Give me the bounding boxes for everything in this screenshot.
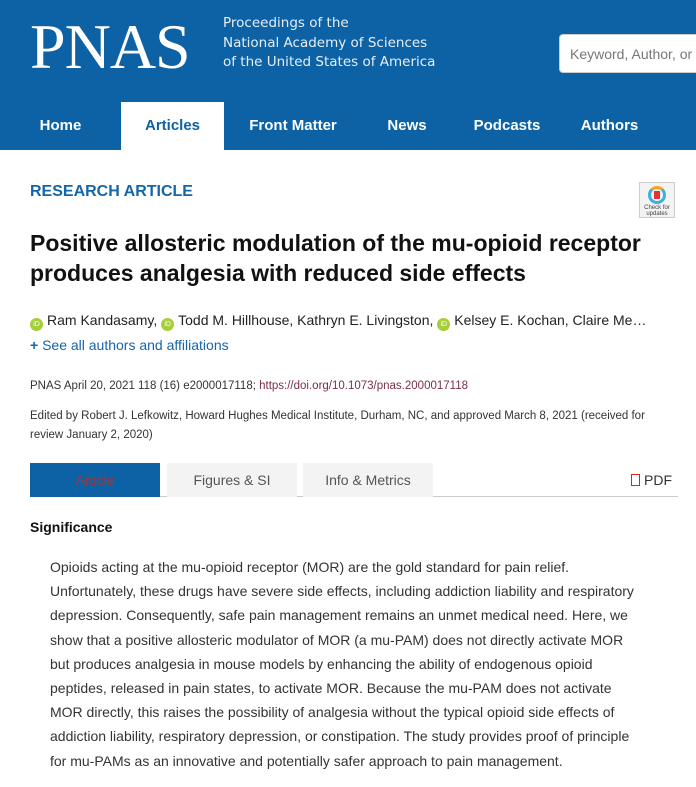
tagline-line: of the United States of America <box>223 54 436 70</box>
tagline-line: National Academy of Sciences <box>223 34 428 51</box>
significance-text: Opioids acting at the mu-opioid receptor… <box>50 555 680 773</box>
check-for-updates-badge[interactable]: Check for updates <box>639 182 675 218</box>
orcid-icon[interactable]: iD <box>161 318 175 331</box>
nav-news[interactable]: News <box>387 117 427 134</box>
text-line: but produces analgesia in mouse models b… <box>50 655 593 672</box>
text-line: addiction liability, respiratory depress… <box>50 728 630 745</box>
author[interactable]: Kelsey E. Kochan, Claire Me… <box>454 312 647 328</box>
crossmark-icon <box>648 186 666 204</box>
doi-link[interactable]: https://doi.org/10.1073/pnas.2000017118 <box>259 380 468 392</box>
search-input[interactable]: Keyword, Author, or DOI <box>559 34 696 73</box>
nav-authors[interactable]: Authors <box>580 117 639 134</box>
pdf-label: PDF <box>644 472 672 488</box>
text-line: Unfortunately, these drugs have severe s… <box>50 583 634 600</box>
site-header: PNAS Proceedings of the National Academy… <box>0 0 696 150</box>
pdf-icon <box>631 474 640 486</box>
text-line: Opioids acting at the mu-opioid receptor… <box>50 559 570 575</box>
edited-by: Edited by Robert J. Lefkowitz, Howard Hu… <box>30 410 645 441</box>
citation: PNAS April 20, 2021 118 (16) e2000017118… <box>30 380 468 392</box>
author[interactable]: Ram Kandasamy, <box>47 312 158 328</box>
tagline: Proceedings of the National Academy of S… <box>223 14 435 73</box>
pnas-logo[interactable]: PNAS <box>30 11 191 82</box>
crossmark-label: Check for updates <box>644 205 670 217</box>
text-line: show that a positive allosteric modulato… <box>50 631 624 648</box>
orcid-icon[interactable]: iD <box>30 318 43 331</box>
see-all-authors-link[interactable]: + See all authors and affiliations <box>30 337 229 353</box>
citation-text: PNAS April 20, 2021 118 (16) e2000017118… <box>30 380 260 392</box>
main-nav: Home Articles Front Matter News Podcasts… <box>0 102 657 150</box>
nav-articles[interactable]: Articles <box>121 102 224 150</box>
text-line: MOR directly, this raises the possibilit… <box>50 704 615 721</box>
orcid-icon[interactable]: iD <box>437 318 451 331</box>
tab-article[interactable]: Article <box>30 463 160 497</box>
see-all-label: See all authors and affiliations <box>42 337 229 353</box>
tagline-line: Proceedings of the <box>223 15 349 31</box>
article-tabs: Article Figures & SI Info & Metrics PDF <box>30 463 678 497</box>
article-type: RESEARCH ARTICLE <box>30 183 193 200</box>
text-line: peptides, released in pain states, to ac… <box>50 680 612 697</box>
author[interactable]: Todd M. Hillhouse, Kathryn E. Livingston… <box>178 312 434 328</box>
tab-info-metrics[interactable]: Info & Metrics <box>303 463 433 497</box>
article-title: Positive allosteric modulation of the mu… <box>30 230 641 286</box>
text-line: for mu-PAMs as an innovative and potenti… <box>50 752 563 769</box>
tab-figures-si[interactable]: Figures & SI <box>167 463 297 497</box>
nav-home[interactable]: Home <box>39 117 82 134</box>
significance-heading: Significance <box>30 519 113 535</box>
text-line: depression. Consequently, safe pain mana… <box>50 607 628 624</box>
nav-front-matter[interactable]: Front Matter <box>249 117 337 134</box>
nav-podcasts[interactable]: Podcasts <box>473 117 541 134</box>
pdf-link[interactable]: PDF <box>631 463 672 497</box>
plus-icon: + <box>30 337 39 353</box>
author-list: iD Ram Kandasamy, iD Todd M. Hillhouse, Ka… <box>30 312 646 331</box>
